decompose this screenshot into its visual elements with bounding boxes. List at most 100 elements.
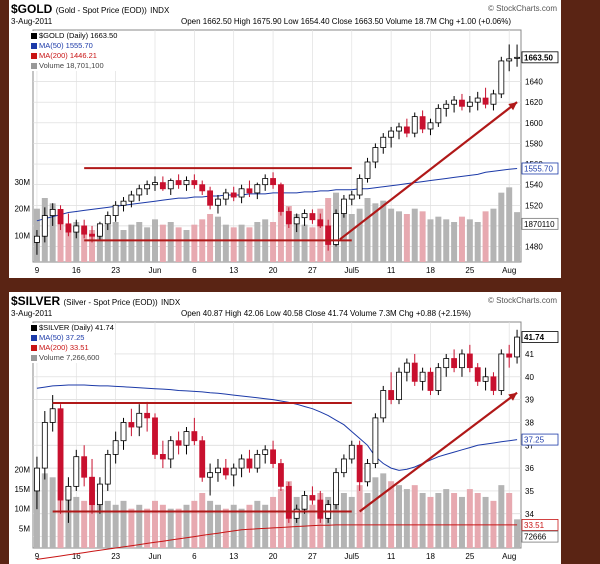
price-tick-label: 41 xyxy=(525,350,534,359)
candle-body xyxy=(215,198,221,206)
candle-body xyxy=(112,440,119,455)
volume-bar xyxy=(514,519,521,548)
price-tick-label: 1540 xyxy=(525,181,543,190)
legend-volume: Volume 7,266,600 xyxy=(39,353,100,362)
breakout-arrow xyxy=(339,101,518,241)
volume-bar xyxy=(159,224,166,262)
candle-body xyxy=(419,371,426,382)
price-swatch xyxy=(31,325,37,332)
candle-body xyxy=(41,215,48,237)
candle-body xyxy=(183,180,190,186)
candle-body xyxy=(506,58,513,62)
breakout-arrow xyxy=(358,391,518,513)
candle-body xyxy=(372,147,379,163)
candle-body xyxy=(285,485,292,519)
volume-bar xyxy=(435,216,442,262)
volume-bar xyxy=(348,496,355,548)
stockcharts-credit[interactable]: © StockCharts.com xyxy=(487,296,557,305)
candle-body xyxy=(419,116,426,130)
volume-bar xyxy=(514,212,521,262)
candle-body xyxy=(309,495,316,501)
candle-body xyxy=(466,101,473,107)
candle-body xyxy=(136,412,143,428)
volume-bar xyxy=(466,219,473,262)
volume-bar xyxy=(183,504,190,548)
volume-bar xyxy=(81,500,88,548)
value-label-text: 1555.70 xyxy=(524,164,553,173)
value-label-text: 72666 xyxy=(524,533,547,542)
volume-bar xyxy=(348,214,355,262)
candle-body xyxy=(482,97,489,105)
volume-bar xyxy=(372,203,379,262)
x-tick-label: 6 xyxy=(192,552,197,561)
candle-body xyxy=(199,184,206,192)
price-tick-label: 39 xyxy=(525,396,534,405)
volume-bar xyxy=(506,187,513,262)
candle-body xyxy=(356,444,363,483)
candle-body xyxy=(262,178,269,186)
candle-body xyxy=(159,454,166,460)
legend-price: $GOLD (Daily) 1663.50 xyxy=(39,31,118,40)
volume-bar xyxy=(136,222,143,262)
price-tick-label: 37 xyxy=(525,441,534,450)
symbol-title: $SILVER xyxy=(11,294,61,308)
x-tick-label: 27 xyxy=(308,266,317,275)
volume-tick-label: 5M xyxy=(19,524,30,533)
candle-body xyxy=(270,449,276,464)
silver-price-chart: 33343536373839404191623Jun6132027Jul5111… xyxy=(14,321,559,561)
candle-body xyxy=(183,431,190,446)
volume-bar xyxy=(96,227,103,262)
candle-body xyxy=(317,219,324,227)
x-tick-label: 18 xyxy=(426,552,435,561)
volume-bar xyxy=(81,227,88,262)
volume-bar xyxy=(191,224,198,262)
volume-bar xyxy=(89,230,96,262)
volume-bar xyxy=(301,500,308,548)
candle-body xyxy=(222,192,229,200)
candle-body xyxy=(474,97,481,103)
ma50-swatch xyxy=(31,335,37,342)
candle-body xyxy=(262,449,269,455)
candle-body xyxy=(301,495,308,510)
candle-body xyxy=(348,444,355,460)
candle-body xyxy=(340,198,347,214)
volume-bar xyxy=(159,504,166,548)
candle-body xyxy=(144,184,151,190)
volume-bar xyxy=(482,211,489,262)
candle-body xyxy=(459,353,465,369)
price-swatch xyxy=(31,33,37,40)
price-tick-label: 1640 xyxy=(525,78,543,87)
ma50-line xyxy=(36,384,518,471)
volume-bar xyxy=(270,222,277,262)
candle-body xyxy=(514,56,520,59)
volume-swatch xyxy=(31,355,37,362)
candle-body xyxy=(222,467,229,476)
volume-bar xyxy=(230,504,237,548)
candle-body xyxy=(112,204,119,217)
candle-body xyxy=(293,217,300,225)
volume-bar xyxy=(167,222,174,262)
volume-bar xyxy=(277,203,284,262)
candle-body xyxy=(215,467,221,474)
volume-bar xyxy=(482,496,489,548)
volume-bar xyxy=(144,227,151,262)
volume-bar xyxy=(230,227,237,262)
volume-bar xyxy=(427,496,434,548)
candle-body xyxy=(136,188,143,196)
candle-body xyxy=(301,213,308,219)
price-tick-label: 38 xyxy=(525,418,534,427)
volume-bar xyxy=(270,496,277,548)
candle-body xyxy=(65,485,72,501)
candle-body xyxy=(451,99,458,105)
candle-body xyxy=(340,458,347,474)
stockcharts-credit[interactable]: © StockCharts.com xyxy=(487,4,557,13)
volume-tick-label: 30M xyxy=(14,178,30,187)
candle-body xyxy=(451,358,458,369)
candle-body xyxy=(490,93,497,105)
price-tick-label: 36 xyxy=(525,464,534,473)
volume-bar xyxy=(435,493,442,548)
value-label-box xyxy=(521,331,559,343)
candle-body xyxy=(411,362,418,382)
candle-body xyxy=(144,412,151,419)
volume-bar xyxy=(443,219,450,262)
